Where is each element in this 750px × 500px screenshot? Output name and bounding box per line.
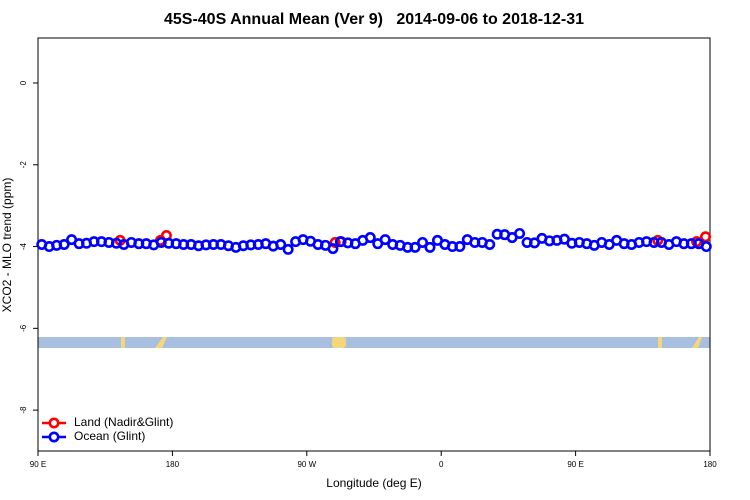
land-patch [332,337,346,348]
data-point [700,231,712,243]
legend-marker [48,417,60,429]
data-point [424,241,436,253]
data-point [417,236,429,248]
x-tick-label: 90 W [297,460,316,469]
data-point [409,241,421,253]
land-ocean-strip [38,337,710,348]
data-point [454,241,466,253]
x-tick-label: 0 [439,460,444,469]
land-patch [121,337,125,348]
x-tick-label: 90 E [567,460,583,469]
data-point [484,239,496,251]
data-point [379,234,391,246]
data-point [364,232,376,244]
y-tick-label: -8 [19,406,28,414]
data-point [282,243,294,255]
data-point [514,227,526,239]
chart-title: 45S-40S Annual Mean (Ver 9) 2014-09-06 t… [164,11,584,28]
legend-label: Ocean (Glint) [74,429,145,443]
y-tick-label: 0 [19,80,28,85]
ocean-strip [38,337,710,348]
y-tick-label: -4 [19,242,28,250]
y-tick-label: -6 [19,324,28,332]
y-axis-label: XCO2 - MLO trend (ppm) [0,178,14,313]
plot-marks: 90 E 180 90 W 0 90 E 180 0 -2 -4 -6 -8 Land (Nadir&… [19,80,717,469]
x-axis-label: Longitude (deg E) [326,476,421,490]
data-point [329,236,341,248]
data-point [58,239,70,251]
y-tick-label: -2 [19,161,28,169]
data-point [700,241,712,253]
legend-marker [48,431,60,443]
x-tick-label: 90 E [30,460,46,469]
x-tick-label: 180 [703,460,717,469]
legend-label: Land (Nadir&Glint) [74,415,173,429]
data-point [275,239,287,251]
data-point [327,243,339,255]
data-point [529,237,541,249]
x-tick-label: 180 [166,460,180,469]
land-patch [658,337,662,348]
land-patch [692,337,702,348]
land-patch [155,337,167,348]
